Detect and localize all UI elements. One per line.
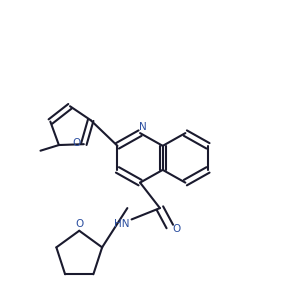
Text: O: O xyxy=(73,138,81,148)
Text: O: O xyxy=(75,219,83,229)
Text: HN: HN xyxy=(114,219,129,229)
Text: N: N xyxy=(139,122,147,132)
Text: O: O xyxy=(173,224,181,234)
